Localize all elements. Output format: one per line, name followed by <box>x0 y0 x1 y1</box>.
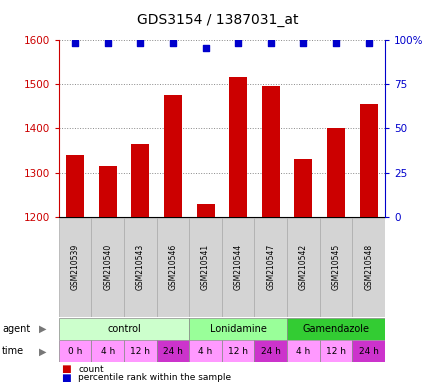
Text: GSM210540: GSM210540 <box>103 244 112 290</box>
Bar <box>221 218 254 317</box>
Bar <box>352 340 384 362</box>
Bar <box>189 318 286 340</box>
Bar <box>294 159 312 217</box>
Text: percentile rank within the sample: percentile rank within the sample <box>78 373 231 382</box>
Text: GSM210546: GSM210546 <box>168 244 177 290</box>
Point <box>104 40 111 46</box>
Point <box>202 45 209 51</box>
Text: 4 h: 4 h <box>296 347 310 356</box>
Bar <box>352 218 384 317</box>
Bar <box>66 155 84 217</box>
Text: 24 h: 24 h <box>260 347 280 356</box>
Text: GSM210539: GSM210539 <box>70 244 79 290</box>
Bar <box>124 340 156 362</box>
Bar <box>286 318 384 340</box>
Bar <box>91 218 124 317</box>
Text: control: control <box>107 324 141 334</box>
Text: GDS3154 / 1387031_at: GDS3154 / 1387031_at <box>136 13 298 27</box>
Text: GSM210545: GSM210545 <box>331 244 340 290</box>
Bar <box>286 340 319 362</box>
Point <box>267 40 274 46</box>
Text: ▶: ▶ <box>39 324 46 334</box>
Bar <box>59 340 91 362</box>
Text: 4 h: 4 h <box>198 347 212 356</box>
Bar <box>229 77 247 217</box>
Text: GSM210544: GSM210544 <box>233 244 242 290</box>
Text: GSM210541: GSM210541 <box>201 244 210 290</box>
Bar <box>59 218 91 317</box>
Point <box>137 40 144 46</box>
Text: GSM210543: GSM210543 <box>135 244 145 290</box>
Bar <box>221 340 254 362</box>
Bar <box>91 340 124 362</box>
Text: 4 h: 4 h <box>100 347 115 356</box>
Text: count: count <box>78 365 104 374</box>
Text: Gamendazole: Gamendazole <box>302 324 369 334</box>
Bar <box>319 340 352 362</box>
Point <box>234 40 241 46</box>
Point <box>169 40 176 46</box>
Text: time: time <box>2 346 24 356</box>
Bar <box>189 218 221 317</box>
Text: 12 h: 12 h <box>228 347 247 356</box>
Text: GSM210547: GSM210547 <box>266 244 275 290</box>
Text: ■: ■ <box>61 373 70 383</box>
Bar <box>131 144 149 217</box>
Bar <box>164 95 181 217</box>
Text: 12 h: 12 h <box>130 347 150 356</box>
Bar <box>319 218 352 317</box>
Point <box>365 40 372 46</box>
Text: 24 h: 24 h <box>163 347 182 356</box>
Point <box>332 40 339 46</box>
Text: 0 h: 0 h <box>68 347 82 356</box>
Bar <box>156 218 189 317</box>
Point <box>299 40 306 46</box>
Text: agent: agent <box>2 324 30 334</box>
Text: Lonidamine: Lonidamine <box>209 324 266 334</box>
Bar <box>254 218 286 317</box>
Bar <box>156 340 189 362</box>
Bar <box>196 204 214 217</box>
Bar <box>59 318 189 340</box>
Text: ■: ■ <box>61 364 70 374</box>
Text: 24 h: 24 h <box>358 347 378 356</box>
Text: GSM210542: GSM210542 <box>298 244 307 290</box>
Bar <box>326 128 344 217</box>
Bar <box>254 340 286 362</box>
Point <box>71 40 79 46</box>
Bar <box>359 104 377 217</box>
Text: GSM210548: GSM210548 <box>363 244 372 290</box>
Bar <box>124 218 156 317</box>
Bar <box>261 86 279 217</box>
Text: ▶: ▶ <box>39 346 46 356</box>
Text: 12 h: 12 h <box>326 347 345 356</box>
Bar <box>99 166 116 217</box>
Bar <box>286 218 319 317</box>
Bar <box>189 340 221 362</box>
